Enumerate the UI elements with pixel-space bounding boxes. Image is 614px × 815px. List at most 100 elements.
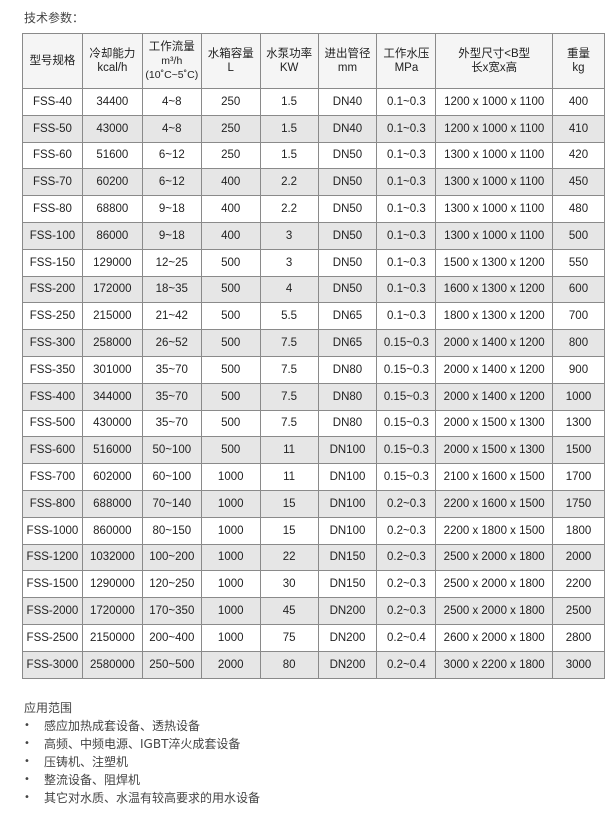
table-cell: 4~8	[141, 88, 202, 116]
table-cell: FSS-500	[22, 409, 83, 438]
table-row: FSS-600 516000 50~100 500 11 DN100 0.15~0.3 200…	[22, 436, 605, 465]
table-cell: DN80	[317, 382, 378, 411]
header-line: kg	[572, 62, 585, 74]
table-cell: FSS-3000	[22, 650, 83, 679]
table-cell: 1200 x 1000 x 1100	[435, 88, 554, 116]
table-row: FSS-1500 1290000 120~250 1000 30 DN150 0.2~0.3…	[22, 570, 605, 599]
table-cell: 1300 x 1000 x 1100	[435, 221, 554, 250]
table-cell: DN50	[317, 168, 378, 197]
table-cell: FSS-200	[22, 275, 83, 304]
table-cell: 3000 x 2200 x 1800	[435, 650, 554, 679]
header-line: 水泵功率	[266, 48, 313, 60]
table-cell: 1300 x 1000 x 1100	[435, 141, 554, 170]
table-row: FSS-60 51600 6~12 250 1.5 DN50 0.1~0.3 1300 x 1…	[22, 141, 605, 170]
column-header: 冷却能力 kcal/h	[81, 33, 143, 89]
table-row: FSS-500 430000 35~70 500 7.5 DN80 0.15~0.3 2000…	[22, 409, 605, 438]
table-cell: 0.1~0.3	[376, 275, 437, 304]
table-cell: 1000	[200, 489, 261, 518]
table-row: FSS-100 86000 9~18 400 3 DN50 0.1~0.3 1300 x 10…	[22, 221, 605, 250]
header-line: m³/h	[161, 55, 183, 67]
table-cell: 450	[552, 168, 605, 197]
table-cell: 34400	[81, 88, 143, 116]
table-cell: 2000 x 1400 x 1200	[435, 382, 554, 411]
table-cell: 2.2	[259, 195, 319, 223]
table-cell: 400	[200, 221, 261, 250]
table-cell: 500	[200, 409, 261, 438]
table-cell: FSS-600	[22, 436, 83, 465]
table-header: 型号规格 冷却能力 kcal/h 工作流量 m³/h (10˚C~5˚C) 水箱容量 L 水泵功…	[22, 33, 605, 89]
header-line: 长x宽x高	[471, 62, 518, 74]
table-cell: DN50	[317, 221, 378, 250]
table-cell: 410	[552, 114, 605, 143]
header-line: 外型尺寸<B型	[458, 48, 531, 60]
table-cell: 900	[552, 355, 605, 384]
table-cell: 0.1~0.3	[376, 141, 437, 170]
table-cell: 215000	[81, 302, 143, 331]
table-row: FSS-40 34400 4~8 250 1.5 DN40 0.1~0.3 1200 x 10…	[22, 88, 605, 116]
table-cell: 500	[200, 248, 261, 277]
table-cell: 1300 x 1000 x 1100	[435, 195, 554, 223]
table-row: FSS-700 602000 60~100 1000 11 DN100 0.15~0.3 21…	[22, 463, 605, 491]
header-line: 工作水压	[383, 48, 430, 60]
table-cell: 6~12	[141, 168, 202, 197]
column-header: 外型尺寸<B型 长x宽x高	[435, 33, 554, 89]
table-cell: 3	[259, 221, 319, 250]
table-cell: 4~8	[141, 114, 202, 143]
table-cell: 1600 x 1300 x 1200	[435, 275, 554, 304]
table-cell: FSS-300	[22, 329, 83, 357]
table-cell: FSS-1200	[22, 543, 83, 572]
table-cell: FSS-2500	[22, 623, 83, 652]
table-cell: 1.5	[259, 114, 319, 143]
table-cell: DN100	[317, 463, 378, 491]
table-cell: 1300	[552, 409, 605, 438]
table-row: FSS-80 68800 9~18 400 2.2 DN50 0.1~0.3 1300 x 1…	[22, 195, 605, 223]
table-cell: DN150	[317, 543, 378, 572]
table-cell: 0.1~0.3	[376, 114, 437, 143]
table-cell: 200~400	[141, 623, 202, 652]
table-cell: FSS-2000	[22, 597, 83, 625]
table-row: FSS-70 60200 6~12 400 2.2 DN50 0.1~0.3 1300 x 1…	[22, 168, 605, 197]
list-item: 整流设备、阻焊机	[24, 771, 260, 789]
table-cell: 1000	[200, 543, 261, 572]
table-cell: 18~35	[141, 275, 202, 304]
table-cell: 15	[259, 516, 319, 545]
table-cell: DN100	[317, 489, 378, 518]
header-line: 冷却能力	[89, 48, 136, 60]
table-cell: 0.15~0.3	[376, 463, 437, 491]
table-cell: DN200	[317, 597, 378, 625]
table-cell: 420	[552, 141, 605, 170]
table-cell: 500	[200, 382, 261, 411]
table-cell: 1000	[552, 382, 605, 411]
table-cell: DN40	[317, 114, 378, 143]
table-cell: 1000	[200, 516, 261, 545]
table-cell: 0.15~0.3	[376, 355, 437, 384]
table-cell: FSS-250	[22, 302, 83, 331]
table-cell: 2000 x 1500 x 1300	[435, 409, 554, 438]
table-cell: 1300 x 1000 x 1100	[435, 168, 554, 197]
table-cell: 2200	[552, 570, 605, 599]
column-header: 进出管径 mm	[317, 33, 378, 89]
table-cell: 500	[200, 436, 261, 465]
table-cell: 430000	[81, 409, 143, 438]
table-cell: 9~18	[141, 195, 202, 223]
table-cell: DN100	[317, 436, 378, 465]
header-line: 型号规格	[29, 55, 76, 67]
table-cell: 500	[200, 302, 261, 331]
table-cell: 1800	[552, 516, 605, 545]
table-row: FSS-300 258000 26~52 500 7.5 DN65 0.15~0.3 2000…	[22, 329, 605, 357]
table-cell: FSS-70	[22, 168, 83, 197]
header-line: 进出管径	[324, 48, 371, 60]
table-cell: 301000	[81, 355, 143, 384]
table-row: FSS-400 344000 35~70 500 7.5 DN80 0.15~0.3 2000…	[22, 382, 605, 411]
table-cell: DN65	[317, 302, 378, 331]
table-cell: 600	[552, 275, 605, 304]
table-cell: 0.2~0.3	[376, 597, 437, 625]
table-cell: 120~250	[141, 570, 202, 599]
table-cell: 1.5	[259, 88, 319, 116]
table-cell: 60~100	[141, 463, 202, 491]
table-cell: FSS-100	[22, 221, 83, 250]
table-cell: 550	[552, 248, 605, 277]
table-cell: 400	[200, 168, 261, 197]
table-cell: 250	[200, 141, 261, 170]
table-cell: DN50	[317, 141, 378, 170]
